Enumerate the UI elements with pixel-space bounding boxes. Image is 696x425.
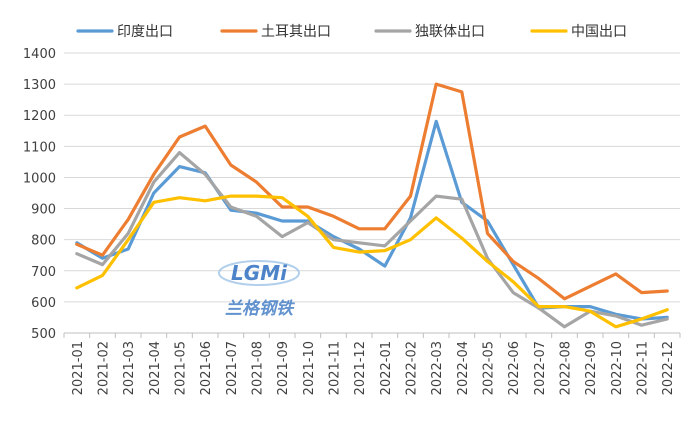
y-tick-label: 700 bbox=[31, 265, 56, 280]
legend-label-0: 印度出口 bbox=[117, 24, 173, 40]
x-tick-label: 2022-02 bbox=[405, 341, 420, 395]
x-tick-label: 2022-03 bbox=[430, 341, 445, 395]
x-tick-label: 2022-06 bbox=[507, 341, 522, 395]
y-tick-label: 1000 bbox=[23, 171, 56, 186]
x-tick-label: 2022-04 bbox=[456, 341, 471, 395]
x-tick-label: 2022-08 bbox=[559, 341, 574, 395]
series-line-1 bbox=[75, 82, 669, 301]
x-tick-label: 2021-01 bbox=[71, 341, 86, 395]
x-tick-label: 2021-05 bbox=[174, 341, 189, 395]
x-tick-label: 2021-11 bbox=[328, 341, 343, 395]
y-tick-label: 1300 bbox=[23, 78, 56, 93]
x-tick-label: 2021-03 bbox=[122, 341, 137, 395]
legend-label-2: 独联体出口 bbox=[415, 24, 485, 40]
series-line-2 bbox=[75, 151, 669, 329]
watermark-logo-text: LGMi bbox=[231, 261, 288, 285]
y-tick-label: 500 bbox=[31, 327, 56, 342]
x-tick-label: 2022-01 bbox=[379, 341, 394, 395]
y-tick-label: 800 bbox=[31, 234, 56, 249]
y-tick-label: 1100 bbox=[23, 140, 56, 155]
x-tick-label: 2022-07 bbox=[533, 341, 548, 395]
x-tick-label: 2021-08 bbox=[251, 341, 266, 395]
grid-lines bbox=[64, 52, 680, 303]
lgmi-watermark-logo: LGMi 兰格钢铁 bbox=[218, 260, 300, 319]
series-lines bbox=[75, 82, 669, 329]
watermark-caption: 兰格钢铁 bbox=[225, 299, 296, 319]
x-tick-label: 2021-04 bbox=[148, 341, 163, 395]
y-tick-label: 900 bbox=[31, 203, 56, 218]
series-line-3 bbox=[75, 194, 669, 329]
x-tick-label: 2022-09 bbox=[584, 341, 599, 395]
x-tick-label: 2021-10 bbox=[302, 341, 317, 395]
x-tick-label: 2021-06 bbox=[199, 341, 214, 395]
axes bbox=[63, 332, 681, 338]
x-tick-label: 2021-02 bbox=[97, 341, 112, 395]
y-tick-label: 600 bbox=[31, 296, 56, 311]
y-axis-tick-labels: 500 600 700 800 900 1000 1100 1200 1300 1400 bbox=[23, 47, 56, 342]
x-tick-label: 2021-09 bbox=[276, 341, 291, 395]
x-tick-label: 2022-11 bbox=[636, 341, 651, 395]
y-tick-label: 1200 bbox=[23, 109, 56, 124]
x-tick-label: 2022-05 bbox=[482, 341, 497, 395]
x-tick-label: 2021-07 bbox=[225, 341, 240, 395]
x-axis-tick-labels: 2021-01 2021-02 2021-03 2021-04 2021-05 2021-… bbox=[71, 341, 676, 395]
legend-label-1: 土耳其出口 bbox=[261, 24, 331, 40]
x-tick-label: 2022-10 bbox=[610, 341, 625, 395]
y-tick-label: 1400 bbox=[23, 47, 56, 62]
x-tick-label: 2021-12 bbox=[353, 341, 368, 395]
x-tick-label: 2022-12 bbox=[661, 341, 676, 395]
legend: 印度出口 土耳其出口 独联体出口 中国出口 bbox=[76, 24, 627, 40]
legend-label-3: 中国出口 bbox=[571, 24, 627, 40]
series-line-0 bbox=[75, 119, 669, 321]
